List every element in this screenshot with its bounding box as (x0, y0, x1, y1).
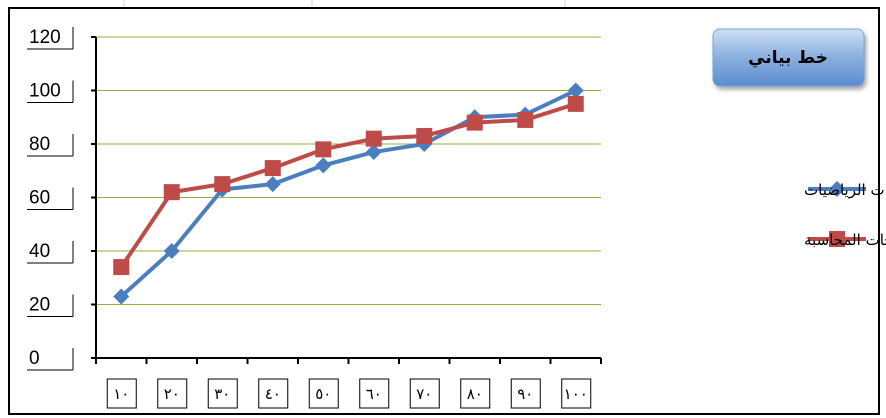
data-point-square (517, 111, 534, 128)
plot-series (113, 82, 584, 305)
data-point-diamond (567, 82, 584, 99)
data-point-diamond (264, 176, 281, 193)
chart-title: خط بياني (748, 48, 828, 68)
y-tick-label: 0 (29, 348, 40, 369)
data-point-square (264, 160, 281, 177)
x-tick-label: ٩٠ (517, 385, 533, 403)
legend-item-accounting: درجات المحاسبة (804, 231, 886, 249)
data-point-diamond (113, 288, 130, 305)
x-tick-box (510, 378, 541, 409)
x-tick-label: ٥٠ (315, 385, 331, 403)
x-tick-label: ١٠٠ (564, 385, 588, 403)
y-tick-label: 40 (29, 241, 50, 262)
legend-diamond-marker (829, 181, 845, 197)
data-point-diamond (163, 243, 180, 259)
x-tick-label: ٧٠ (416, 385, 432, 403)
legend-item-math: درجات الرياضيات (804, 181, 886, 199)
data-point-square (315, 141, 332, 158)
y-tick-label: 100 (29, 81, 61, 102)
x-axis-ticks: ١٠ ٢٠ ٣٠ ٤٠ ٥٠ ٦٠ ٧٠ ٨٠ ٩٠ ١٠٠ (95, 358, 602, 409)
legend: درجات الرياضيات درجات المحاسبة (804, 181, 886, 249)
legend-square-marker (829, 231, 845, 247)
chart-title-box: خط بياني (712, 28, 865, 87)
data-point-square (163, 184, 180, 201)
y-tick-label: 120 (29, 27, 61, 48)
x-tick-label: ١٠ (113, 385, 129, 403)
x-tick-box (157, 378, 188, 409)
x-tick-box (258, 378, 289, 409)
x-tick-label: ٨٠ (467, 385, 483, 403)
x-tick-box (359, 378, 390, 409)
x-tick-label: ٢٠ (164, 385, 180, 403)
y-axis-ticks: 0 20 40 60 80 100 120 (27, 27, 96, 371)
legend-label-accounting: درجات المحاسبة (804, 231, 886, 249)
spreadsheet-cell-lines (123, 0, 566, 8)
data-point-square (567, 95, 584, 112)
data-point-square (466, 114, 483, 131)
x-tick-box (106, 378, 137, 409)
series-line-2 (119, 101, 577, 269)
x-tick-box (308, 378, 339, 409)
x-tick-box (460, 378, 491, 409)
x-tick-box (409, 378, 440, 409)
y-tick-label: 20 (29, 295, 50, 316)
y-tick-label: 80 (29, 134, 50, 155)
x-tick-label: ٤٠ (265, 385, 281, 403)
x-tick-box (561, 378, 592, 409)
gridlines (96, 36, 601, 305)
data-point-square (113, 259, 130, 276)
data-point-square (365, 130, 382, 147)
chart-border (8, 7, 880, 415)
series-line-1 (119, 88, 577, 298)
data-point-square (214, 176, 231, 193)
data-point-square (416, 127, 433, 144)
x-tick-box (207, 378, 238, 409)
x-tick-label: ٣٠ (214, 385, 230, 403)
x-tick-label: ٦٠ (366, 385, 382, 403)
y-tick-label: 60 (29, 188, 50, 209)
title-background (712, 28, 865, 87)
legend-label-math: درجات الرياضيات (804, 181, 886, 199)
data-point-diamond (365, 144, 382, 161)
data-point-diamond (315, 157, 332, 174)
